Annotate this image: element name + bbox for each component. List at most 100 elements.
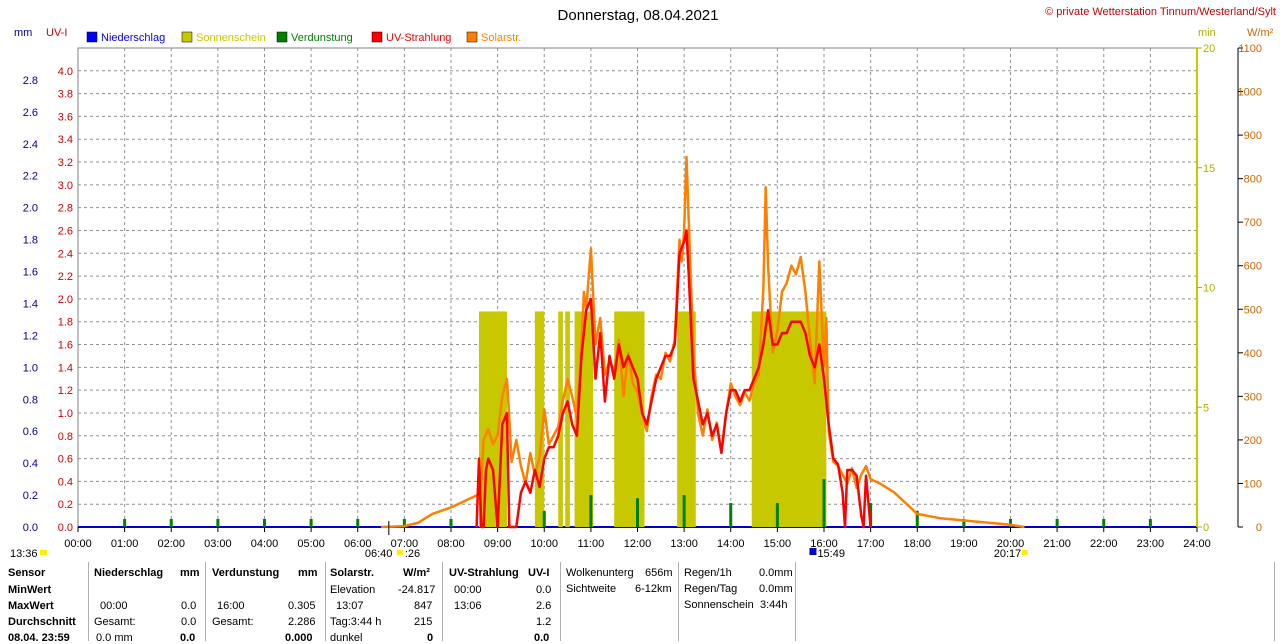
uv-tick-1: 0.2 — [58, 499, 73, 511]
solar-now-value: 0 — [427, 632, 434, 644]
uv-min-value: 0.0 — [536, 584, 552, 596]
rain-day-label: Regen/Tag — [684, 583, 738, 595]
chart-axes: 00:00 01:00 02:00 03:00 04:00 05:00 06:00 07:00… — [23, 43, 1262, 550]
uv-tick-2: 0.4 — [58, 476, 73, 488]
min-tick-3: 15 — [1203, 163, 1215, 175]
uv-tick-10: 2.0 — [58, 294, 73, 306]
unit-min: min — [1198, 27, 1216, 39]
sunshine-bar-7 — [751, 311, 827, 527]
visibility-label: Sichtweite — [566, 583, 617, 595]
x-tick-18: 18:00 — [903, 538, 931, 550]
legend-swatch-1 — [181, 31, 193, 43]
wm2-tick-0: 0 — [1256, 522, 1262, 534]
rain-now-label: 0.0 mm — [96, 632, 133, 644]
x-tick-7: 07:00 — [391, 538, 419, 550]
evap-header: Verdunstung — [212, 567, 280, 579]
uv-tick-8: 1.6 — [58, 340, 73, 352]
mm-tick-1: 0.2 — [23, 490, 38, 502]
uv-tick-5: 1.0 — [58, 408, 73, 420]
x-tick-21: 21:00 — [1043, 538, 1071, 550]
uv-avg-value: 1.2 — [536, 616, 552, 628]
mm-tick-12: 2.4 — [23, 139, 38, 151]
copyright-label: © private Wetterstation Tinnum/Westerlan… — [1045, 6, 1276, 18]
solar-elevation-label: Elevation — [330, 584, 376, 596]
x-tick-16: 16:00 — [810, 538, 838, 550]
mm-tick-4: 0.8 — [23, 394, 38, 406]
legend-swatch-0 — [86, 31, 98, 43]
x-tick-12: 12:00 — [624, 538, 652, 550]
rain-header: Niederschlag — [94, 567, 164, 579]
mm-tick-9: 1.8 — [23, 235, 38, 247]
sunshine-bar-3 — [565, 311, 570, 527]
legend-label-0: Niederschlag — [101, 32, 165, 44]
wm2-tick-7: 700 — [1244, 217, 1262, 229]
legend-label-1: Sonnenschein — [196, 32, 266, 44]
stats-sensor-header: Sensor — [8, 567, 46, 579]
uv-max-time: 13:06 — [454, 600, 482, 612]
x-tick-4: 04:00 — [251, 538, 279, 550]
cloud-base-label: Wolkenunterg — [566, 567, 634, 579]
sunshine-bar-0 — [478, 311, 507, 527]
uv-tick-9: 1.8 — [58, 317, 73, 329]
wm2-tick-11: 1100 — [1238, 43, 1262, 55]
min-tick-2: 10 — [1203, 283, 1215, 295]
rain-max-time: 00:00 — [100, 600, 128, 612]
wm2-tick-9: 900 — [1244, 130, 1262, 142]
legend-swatch-3 — [371, 31, 383, 43]
rain-total-value: 0.0 — [181, 616, 197, 628]
wm2-tick-4: 400 — [1244, 348, 1262, 360]
evap-total-label: Gesamt: — [212, 616, 254, 628]
uv-min-time: 00:00 — [454, 584, 482, 596]
solar-header: Solarstr. — [330, 567, 375, 579]
x-tick-20: 20:00 — [997, 538, 1025, 550]
x-tick-22: 22:00 — [1090, 538, 1118, 550]
mm-tick-13: 2.6 — [23, 107, 38, 119]
sunrise-icon — [396, 550, 403, 555]
rain-max-value: 0.0 — [181, 600, 197, 612]
uv-tick-11: 2.2 — [58, 271, 73, 283]
x-tick-8: 08:00 — [437, 538, 465, 550]
rain-unit: mm — [180, 567, 200, 579]
x-tick-0: 00:00 — [64, 538, 92, 550]
solar-max-time: 13:07 — [336, 600, 364, 612]
rain-1h-value: 0.0mm — [759, 567, 793, 579]
wm2-tick-10: 1000 — [1238, 87, 1262, 99]
uv-unit: UV-I — [528, 567, 550, 579]
x-tick-3: 03:00 — [204, 538, 232, 550]
solar-day-label: Tag:3:44 h — [330, 616, 382, 628]
rain-now-value: 0.0 — [180, 632, 196, 644]
chart-title: Donnerstag, 08.04.2021 — [558, 7, 719, 24]
rain-total-label: Gesamt: — [94, 616, 136, 628]
x-tick-15: 15:00 — [764, 538, 792, 550]
mm-tick-0: 0.0 — [23, 522, 38, 534]
moonrise-icon — [40, 550, 47, 555]
stats-max-label: MaxWert — [8, 600, 54, 612]
min-tick-4: 20 — [1203, 43, 1215, 55]
x-tick-17: 17:00 — [857, 538, 885, 550]
x-tick-24: 24:00 — [1183, 538, 1211, 550]
sun-markers: 13:36 06:40:26 15:49 20:17 — [10, 521, 1028, 560]
series-lines — [381, 155, 1025, 529]
moonset-icon — [809, 548, 817, 555]
uv-tick-13: 2.6 — [58, 225, 73, 237]
mm-tick-11: 2.2 — [23, 171, 38, 183]
series-evaporation — [123, 479, 1152, 527]
x-tick-19: 19:00 — [950, 538, 978, 550]
x-tick-10: 10:00 — [530, 538, 558, 550]
uv-tick-7: 1.4 — [58, 362, 73, 374]
unit-wm2: W/m² — [1247, 27, 1274, 39]
uv-now-value: 0.0 — [534, 632, 550, 644]
legend-label-4: Solarstr. — [481, 32, 521, 44]
evap-total-value: 2.286 — [288, 616, 316, 628]
sunset-icon — [1021, 550, 1028, 555]
uv-line — [475, 229, 872, 529]
x-tick-13: 13:00 — [670, 538, 698, 550]
legend-label-3: UV-Strahlung — [386, 32, 451, 44]
uv-tick-4: 0.8 — [58, 431, 73, 443]
rain-1h-label: Regen/1h — [684, 567, 732, 579]
mm-tick-2: 0.4 — [23, 458, 38, 470]
wm2-tick-1: 100 — [1244, 478, 1262, 490]
x-tick-11: 11:00 — [578, 538, 605, 550]
mm-tick-5: 1.0 — [23, 362, 38, 374]
uv-tick-17: 3.4 — [58, 134, 73, 146]
